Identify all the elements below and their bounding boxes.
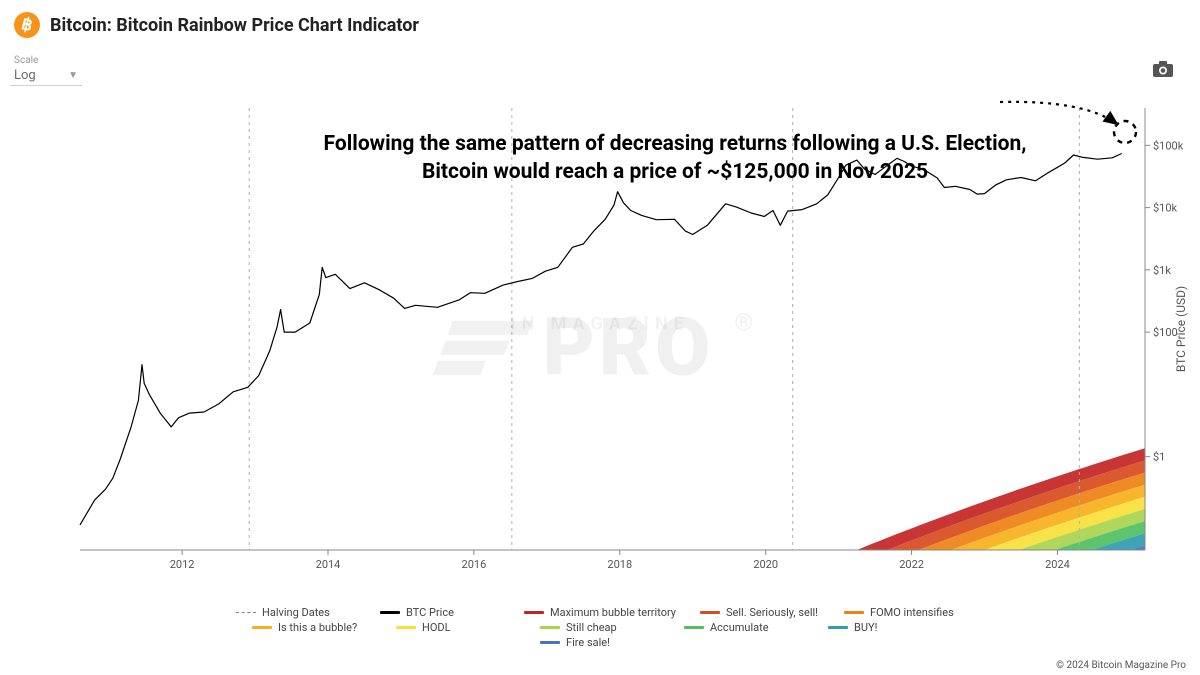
svg-text:$10k: $10k [1153, 202, 1178, 215]
legend-item[interactable]: Maximum bubble territory [524, 606, 676, 619]
legend-swatch-icon [524, 611, 544, 615]
legend-label: Accumulate [710, 621, 769, 634]
legend-item[interactable]: Still cheap [540, 621, 660, 634]
chart-legend: Halving Dates BTC Price Maximum bubble ter… [0, 604, 1200, 651]
legend-item[interactable]: Sell. Seriously, sell! [700, 606, 820, 619]
svg-text:2022: 2022 [899, 558, 924, 571]
camera-icon[interactable] [1148, 56, 1178, 86]
legend-item[interactable]: BUY! [828, 621, 948, 634]
legend-label: Maximum bubble territory [550, 606, 676, 619]
legend-dash-icon [236, 612, 256, 613]
controls-row: Scale Log ▼ [0, 44, 1200, 86]
svg-text:2012: 2012 [170, 558, 195, 571]
legend-swatch-icon [540, 626, 560, 630]
legend-label: Is this a bubble? [278, 621, 357, 634]
scale-selector[interactable]: Scale Log ▼ [10, 55, 82, 86]
svg-text:2024: 2024 [1045, 558, 1070, 571]
chart-header: ฿ Bitcoin: Bitcoin Rainbow Price Chart I… [0, 0, 1200, 44]
legend-swatch-icon [380, 611, 400, 615]
legend-label: BUY! [854, 621, 877, 634]
svg-text:2014: 2014 [316, 558, 341, 571]
legend-swatch-icon [396, 626, 416, 630]
legend-label: Sell. Seriously, sell! [726, 606, 818, 619]
scale-value: Log [14, 68, 36, 83]
legend-label: HODL [422, 621, 451, 634]
legend-swatch-icon [700, 611, 720, 615]
rainbow-chart[interactable]: 2012201420162018202020222024$1$100$1k$10… [10, 90, 1190, 595]
legend-item[interactable]: FOMO intensifies [844, 606, 964, 619]
bitcoin-icon: ฿ [11, 9, 43, 41]
legend-item[interactable]: Halving Dates [236, 606, 356, 619]
legend-swatch-icon [828, 626, 848, 630]
svg-text:$1: $1 [1153, 451, 1165, 464]
legend-label: BTC Price [406, 606, 454, 619]
legend-swatch-icon [684, 626, 704, 630]
legend-item[interactable]: Accumulate [684, 621, 804, 634]
page-title: Bitcoin: Bitcoin Rainbow Price Chart Ind… [50, 15, 419, 36]
legend-swatch-icon [844, 611, 864, 615]
legend-label: Still cheap [566, 621, 617, 634]
svg-text:2016: 2016 [462, 558, 487, 571]
legend-item[interactable]: BTC Price [380, 606, 500, 619]
legend-item[interactable]: Fire sale! [540, 636, 660, 649]
copyright-text: © 2024 Bitcoin Magazine Pro [1056, 660, 1186, 671]
svg-text:BTC Price (USD): BTC Price (USD) [1174, 286, 1188, 372]
legend-item[interactable]: Is this a bubble? [252, 621, 372, 634]
legend-label: FOMO intensifies [870, 606, 954, 619]
legend-swatch-icon [540, 641, 560, 645]
scale-label: Scale [10, 55, 82, 66]
svg-text:2018: 2018 [607, 558, 632, 571]
legend-item[interactable]: HODL [396, 621, 516, 634]
legend-label: Halving Dates [262, 606, 330, 619]
legend-label: Fire sale! [566, 636, 610, 649]
svg-text:$100k: $100k [1153, 139, 1184, 152]
svg-text:$1k: $1k [1153, 264, 1171, 277]
chevron-down-icon: ▼ [68, 70, 78, 81]
svg-text:2020: 2020 [753, 558, 778, 571]
legend-swatch-icon [252, 626, 272, 630]
